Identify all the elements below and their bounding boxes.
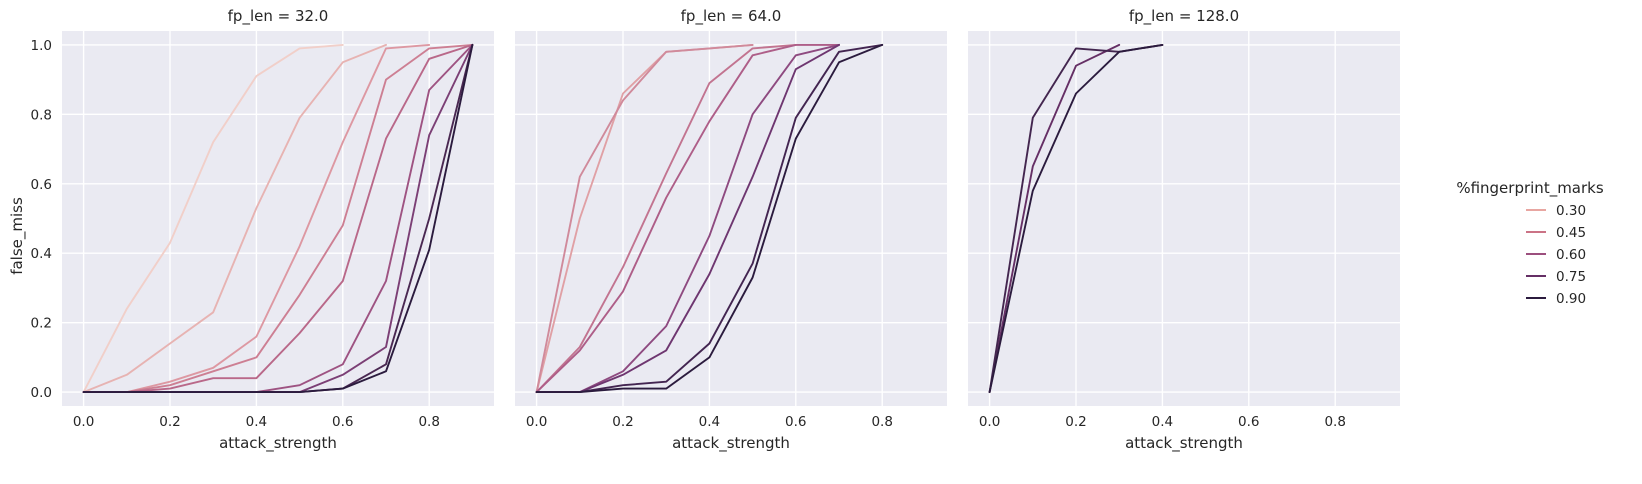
- y-tick-label: 0.8: [31, 107, 52, 123]
- legend-title: %fingerprint_marks: [1456, 179, 1604, 198]
- legend-label: 0.60: [1556, 247, 1586, 263]
- x-axis-label: attack_strength: [672, 434, 790, 453]
- x-tick-label: 0.2: [612, 414, 633, 430]
- series-line: [82, 43, 474, 394]
- x-tick-label: 0.4: [1152, 414, 1173, 430]
- legend-item: 0.30: [1526, 203, 1586, 219]
- x-tick-label: 0.4: [699, 414, 720, 430]
- x-tick-label: 0.4: [246, 414, 267, 430]
- x-tick-label: 0.2: [1065, 414, 1086, 430]
- legend-item: 0.60: [1526, 247, 1586, 263]
- x-tick-label: 0.8: [871, 414, 892, 430]
- x-tick-label: 0.2: [159, 414, 180, 430]
- legend-item: 0.90: [1526, 291, 1586, 307]
- series-line: [535, 43, 884, 394]
- facet-panels: 0.0 0.2 0.4 0.6 0.8 0.0 0.2 0.4 0.6 0.8 1.0 fp_len …: [31, 7, 1400, 453]
- legend-label: 0.45: [1556, 225, 1586, 241]
- legend-item: 0.45: [1526, 225, 1586, 241]
- series-line: [988, 43, 1121, 394]
- y-axis-label: false_miss: [8, 197, 27, 275]
- legend-label: 0.75: [1556, 269, 1586, 285]
- x-tick-label: 0.0: [73, 414, 94, 430]
- series-line: [988, 43, 1164, 394]
- y-tick-label: 1.0: [31, 38, 52, 54]
- x-tick-label: 0.6: [785, 414, 806, 430]
- y-tick-label: 0.6: [31, 177, 52, 193]
- series-line: [82, 43, 474, 394]
- series-line: [535, 43, 884, 394]
- legend: %fingerprint_marks 0.30 0.45 0.60 0.75 0.90: [1456, 179, 1604, 307]
- legend-label: 0.90: [1556, 291, 1586, 307]
- panel-title: fp_len = 32.0: [228, 7, 329, 26]
- legend-label: 0.30: [1556, 203, 1586, 219]
- series-line: [82, 43, 474, 394]
- series-line: [82, 43, 431, 394]
- y-tick-label: 0.0: [31, 385, 52, 401]
- x-tick-label: 0.8: [418, 414, 439, 430]
- x-axis-label: attack_strength: [219, 434, 337, 453]
- x-tick-label: 0.8: [1324, 414, 1345, 430]
- series-line: [535, 43, 840, 394]
- series-line: [82, 43, 344, 394]
- legend-items: 0.30 0.45 0.60 0.75 0.90: [1526, 203, 1586, 307]
- plot-area: [968, 31, 1400, 406]
- plot-area: [515, 31, 947, 406]
- panel-title: fp_len = 64.0: [681, 7, 782, 26]
- plot-area: [62, 31, 494, 406]
- series-line: [535, 43, 840, 394]
- legend-item: 0.75: [1526, 269, 1586, 285]
- series-line: [82, 43, 387, 394]
- y-tick-label: 0.2: [31, 316, 52, 332]
- x-tick-label: 0.0: [979, 414, 1000, 430]
- x-tick-label: 0.6: [1238, 414, 1259, 430]
- x-tick-label: 0.6: [332, 414, 353, 430]
- series-line: [535, 43, 797, 394]
- facet-panel: 0.0 0.2 0.4 0.6 0.8 fp_len = 64.0 attack_stren…: [515, 7, 947, 453]
- facet-panel: 0.0 0.2 0.4 0.6 0.8 0.0 0.2 0.4 0.6 0.8 1.0 fp_len …: [31, 7, 494, 453]
- y-tick-label: 0.4: [31, 246, 52, 262]
- panel-title: fp_len = 128.0: [1129, 7, 1239, 26]
- series-line: [535, 43, 754, 394]
- facet-panel: 0.0 0.2 0.4 0.6 0.8 fp_len = 128.0 attack_stre…: [968, 7, 1400, 453]
- x-axis-label: attack_strength: [1125, 434, 1243, 453]
- x-tick-label: 0.0: [526, 414, 547, 430]
